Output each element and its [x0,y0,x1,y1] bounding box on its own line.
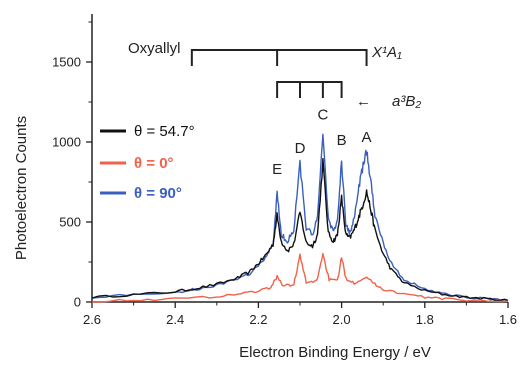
x-axis-label: Electron Binding Energy / eV [239,344,431,361]
axes: 2.6 2.4 2.2 2.0 1.8 1.6 0 500 1000 1500 [52,14,517,327]
y-tick-label: 1000 [52,135,81,150]
legend: θ = 54.7° θ = 0° θ = 90° [100,123,195,202]
x-tick-label: 2.6 [83,312,101,327]
peak-label-E: E [272,161,282,178]
peak-label-C: C [317,107,328,124]
y-tick-label: 1500 [52,55,81,70]
series-line-0 [91,158,509,302]
molecule-label: Oxyallyl [128,40,181,57]
ground-state-label: X¹A₁ [371,44,402,61]
legend-label-0: θ = 54.7° [134,123,195,140]
peak-label-A: A [362,129,372,146]
series-line-2 [91,133,509,302]
x-tick-label: 2.2 [249,312,267,327]
peak-label-B: B [337,132,347,149]
legend-label-1: θ = 0° [134,155,174,172]
series-line-1 [91,252,509,303]
x-tick-label: 1.6 [499,312,517,327]
peak-label-D: D [295,140,306,157]
x-tick-label: 2.0 [333,312,351,327]
x-tick-label: 1.8 [416,312,434,327]
legend-label-2: θ = 90° [134,185,182,202]
x-tick-label: 2.4 [166,312,184,327]
y-axis-label: Photoelectron Counts [13,116,30,260]
y-tick-label: 500 [59,215,81,230]
y-tick-label: 0 [74,295,81,310]
triplet-state-label: a³B₂ [392,93,421,110]
series-layer [91,133,509,303]
arrow-icon: ← [356,93,371,110]
